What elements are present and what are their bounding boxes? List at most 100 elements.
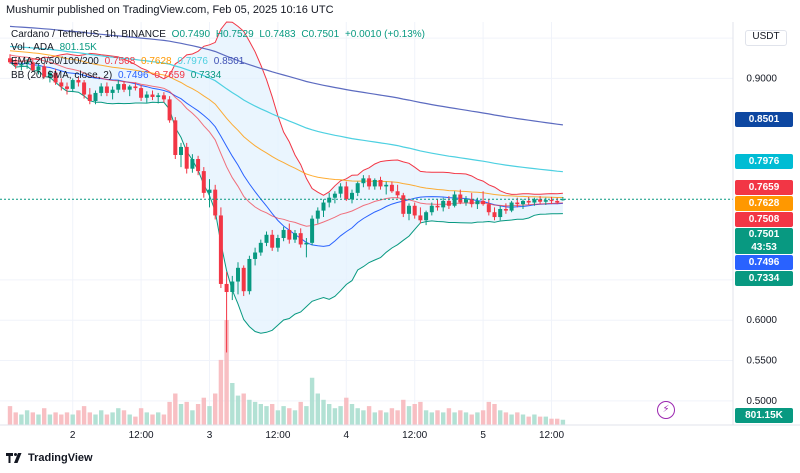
volume-bar: [327, 404, 332, 425]
volume-bar: [366, 406, 372, 425]
volume-bar: [412, 404, 417, 425]
candle-body: [407, 205, 411, 214]
candle-body: [429, 205, 434, 213]
candle-body: [70, 80, 75, 89]
candle-body: [304, 242, 309, 245]
currency-selector[interactable]: USDT: [745, 30, 787, 46]
price-label-value: 0.8501: [748, 113, 780, 125]
footer-brand[interactable]: TradingView: [6, 452, 93, 464]
candle-body: [201, 171, 206, 193]
candle-body: [515, 202, 520, 205]
lightning-icon[interactable]: ⚡: [657, 401, 675, 419]
candle-body: [543, 200, 548, 202]
volume-bar: [116, 408, 121, 425]
candle-body: [298, 233, 303, 245]
legend-ema20-value: 0.7508: [104, 56, 136, 67]
candle-body: [253, 252, 258, 259]
volume-bar: [13, 412, 18, 425]
candle-body: [424, 212, 429, 221]
legend-change: +0.0010 (+0.13%): [344, 29, 426, 40]
volume-bar: [81, 406, 87, 425]
candle-body: [150, 94, 155, 97]
candle-body: [218, 215, 223, 284]
candle-body: [332, 193, 337, 198]
volume-bar: [435, 410, 440, 425]
time-axis-ticks: 2 12:00 3 12:00 4 12:00 5 12:00: [70, 430, 565, 441]
price-label: 0.7496: [735, 254, 793, 270]
price-label-value: 0.7659: [748, 181, 780, 193]
time-tick-label: 12:00: [539, 430, 564, 441]
price-label: 0.7976: [735, 153, 793, 169]
legend-ema[interactable]: EMA 20/50/100/200 0.7508 0.7628 0.7976 0…: [11, 56, 247, 67]
volume-bar: [304, 406, 309, 425]
volume-bar: [309, 377, 315, 425]
candle-body: [59, 82, 64, 87]
legend-bb-upper-value: 0.7659: [154, 70, 185, 81]
volume-bar: [526, 416, 531, 425]
volume-bar: [281, 406, 286, 425]
volume-bar: [423, 410, 429, 425]
volume-bar: [264, 406, 269, 425]
bollinger-lower-line: [9, 61, 563, 334]
legend-low: L0.7483: [259, 29, 296, 40]
candle-body: [526, 200, 531, 203]
volume-value-text: 801.15K: [745, 410, 783, 421]
volume-bar: [532, 414, 537, 425]
candle-body: [156, 95, 161, 97]
footer-brand-text: TradingView: [28, 452, 93, 464]
candle-body: [441, 200, 446, 208]
time-tick-label: 12:00: [265, 430, 290, 441]
candle-body: [538, 199, 543, 202]
legend-bollinger[interactable]: BB (20, SMA, close, 2) 0.7496 0.7659 0.7…: [11, 70, 224, 81]
ema-200-line: [9, 25, 563, 126]
volume-bar: [110, 412, 115, 425]
volume-bar: [7, 406, 13, 425]
volume-bar: [469, 414, 474, 425]
candle-body: [127, 86, 132, 90]
candle-body: [532, 199, 537, 203]
volume-bar: [64, 412, 70, 425]
candle-body: [389, 184, 394, 192]
volume-bar: [395, 410, 400, 425]
candle-body: [8, 58, 12, 63]
candle-body: [93, 92, 98, 101]
legend-close: C0.7501: [301, 29, 340, 40]
volume-bar: [190, 410, 195, 425]
candle-body: [144, 94, 149, 98]
legend-volume[interactable]: Vol · ADA 801.15K: [11, 42, 100, 53]
volume-bar: [87, 412, 92, 425]
legend-bb-lower-value: 0.7334: [190, 70, 222, 81]
volume-bar: [30, 412, 35, 425]
candle-body: [122, 84, 126, 90]
candle-body: [435, 205, 440, 208]
volume-bar: [213, 393, 218, 425]
candle-body: [338, 186, 343, 194]
volume-bar: [167, 401, 172, 425]
candle-body: [281, 229, 286, 239]
volume-bar: [406, 406, 412, 425]
candle-body: [42, 66, 47, 77]
candle-body: [355, 183, 360, 193]
time-tick-label: 12:00: [402, 430, 427, 441]
price-tick-label: 0.9000: [746, 73, 777, 84]
price-label-value: 0.7508: [748, 213, 780, 225]
volume-bar: [560, 419, 566, 425]
candle-body: [264, 234, 269, 243]
volume-bar: [53, 412, 58, 425]
volume-bar: [372, 412, 377, 425]
volume-bar: [537, 416, 543, 425]
candle-body: [36, 66, 41, 71]
candle-body: [270, 234, 275, 248]
legend-open: O0.7490: [171, 29, 211, 40]
volume-bar: [178, 404, 184, 425]
candle-body: [469, 199, 474, 205]
candle-body: [76, 80, 81, 83]
price-tick-label: 0.5000: [746, 396, 777, 407]
volume-bar: [42, 408, 47, 425]
volume-bar: [429, 412, 434, 425]
volume-bar: [515, 412, 520, 425]
volume-bar: [555, 418, 560, 425]
candle-body: [19, 63, 24, 66]
volume-bar: [138, 408, 144, 425]
